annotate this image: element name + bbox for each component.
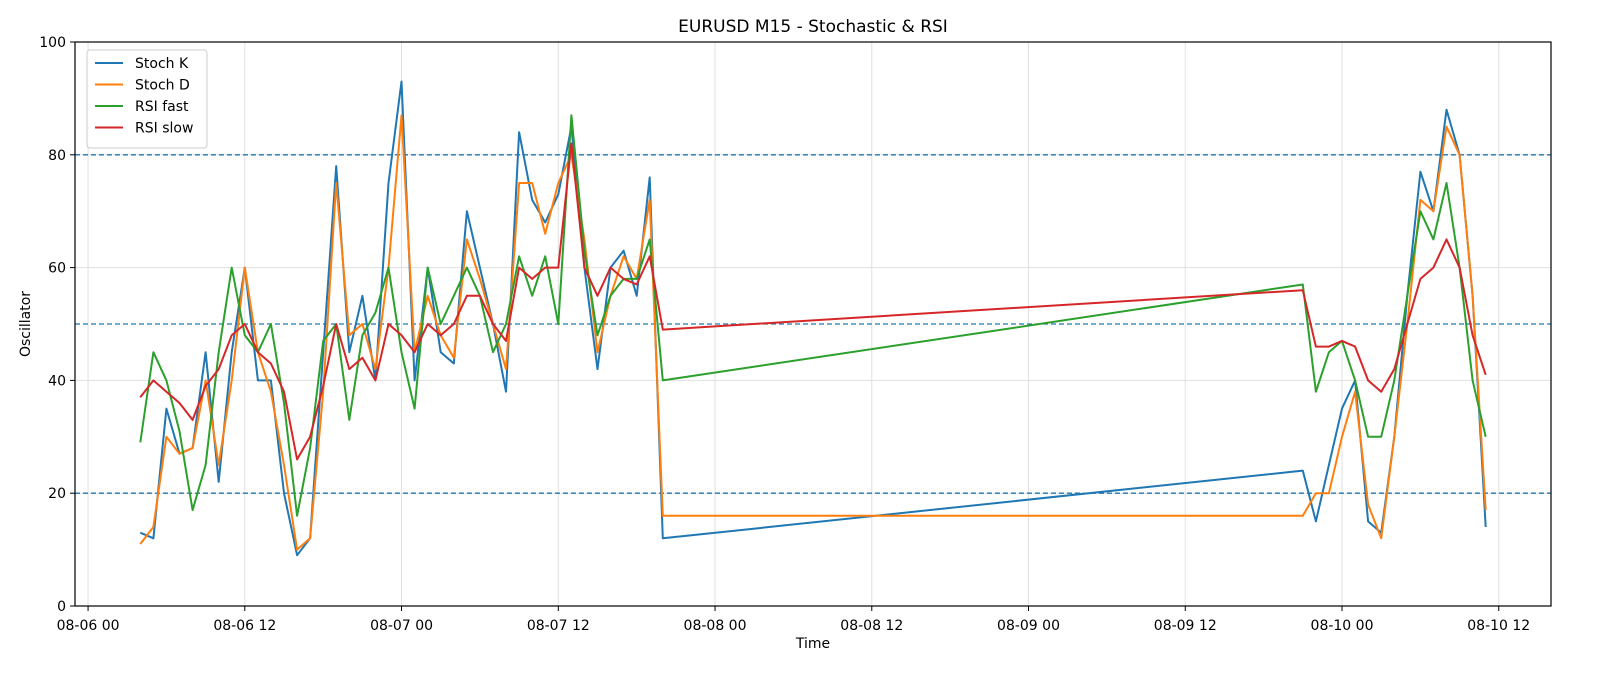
- x-tick-label: 08-09 12: [1154, 618, 1217, 634]
- chart-title: EURUSD M15 - Stochastic & RSI: [678, 17, 948, 37]
- x-tick-label: 08-07 12: [527, 618, 590, 634]
- x-axis-label: Time: [795, 636, 830, 652]
- x-tick-label: 08-06 12: [213, 618, 276, 634]
- x-tick-label: 08-10 12: [1467, 618, 1530, 634]
- series-line: [139, 114, 1487, 551]
- series-line: [139, 142, 1487, 461]
- x-tick-label: 08-10 00: [1311, 618, 1374, 634]
- legend-label: Stoch K: [135, 56, 189, 72]
- y-tick-label: 20: [48, 486, 66, 502]
- y-tick-label: 0: [57, 599, 66, 615]
- legend-label: RSI fast: [135, 99, 189, 115]
- x-tick-label: 08-08 00: [684, 618, 747, 634]
- legend-label: RSI slow: [135, 121, 193, 137]
- series-line: [139, 80, 1487, 557]
- y-tick-label: 60: [48, 261, 66, 277]
- x-tick-label: 08-08 12: [840, 618, 903, 634]
- legend-label: Stoch D: [135, 78, 190, 94]
- plot-frame: [74, 41, 1552, 607]
- x-tick-label: 08-07 00: [370, 618, 433, 634]
- x-tick-label: 08-06 00: [57, 618, 120, 634]
- y-tick-label: 100: [39, 35, 66, 51]
- y-axis-label: Oscillator: [18, 291, 34, 357]
- y-tick-label: 40: [48, 373, 66, 389]
- series-line: [139, 114, 1487, 517]
- x-tick-label: 08-09 00: [997, 618, 1060, 634]
- y-tick-label: 80: [48, 148, 66, 164]
- legend-box: [86, 49, 208, 149]
